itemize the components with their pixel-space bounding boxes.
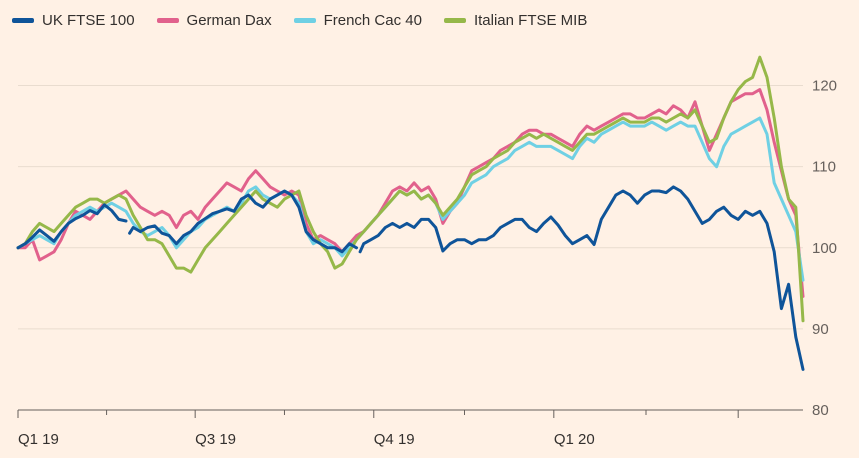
y-tick-label-110: 110 <box>812 159 836 176</box>
series-line-0 <box>16 185 805 371</box>
legend-label-mib: Italian FTSE MIB <box>473 12 588 29</box>
x-tick-label-0: Q1 19 <box>18 431 59 448</box>
x-tick-label-3: Q1 20 <box>554 431 595 448</box>
series-line-2 <box>16 116 805 282</box>
legend-swatch-ftse <box>12 18 34 23</box>
x-tick-label-1: Q3 19 <box>195 431 236 448</box>
y-tick-label-90: 90 <box>812 321 829 338</box>
y-tick-label-120: 120 <box>812 78 837 95</box>
chart-legend: UK FTSE 100 German Dax French Cac 40 Ita… <box>12 12 587 29</box>
legend-item-dax: German Dax <box>156 12 272 29</box>
legend-label-ftse: UK FTSE 100 <box>42 12 135 29</box>
series-line-3 <box>16 55 805 323</box>
axes: 80 90 100 110 120 Q1 19 Q3 19 Q4 19 Q1 20 <box>17 78 837 448</box>
legend-item-mib: Italian FTSE MIB <box>443 12 588 29</box>
legend-item-cac: French Cac 40 <box>293 12 422 29</box>
legend-item-ftse: UK FTSE 100 <box>12 12 135 29</box>
x-tick-label-2: Q4 19 <box>374 431 415 448</box>
grid-lines <box>18 85 803 411</box>
legend-swatch-mib <box>443 18 466 23</box>
y-tick-label-80: 80 <box>812 402 829 419</box>
y-tick-label-100: 100 <box>812 240 837 257</box>
series-line-1 <box>16 88 805 298</box>
legend-swatch-cac <box>293 18 316 23</box>
legend-swatch-dax <box>156 18 179 23</box>
legend-label-dax: German Dax <box>186 12 272 29</box>
legend-label-cac: French Cac 40 <box>323 12 422 29</box>
series-lines <box>16 55 805 371</box>
